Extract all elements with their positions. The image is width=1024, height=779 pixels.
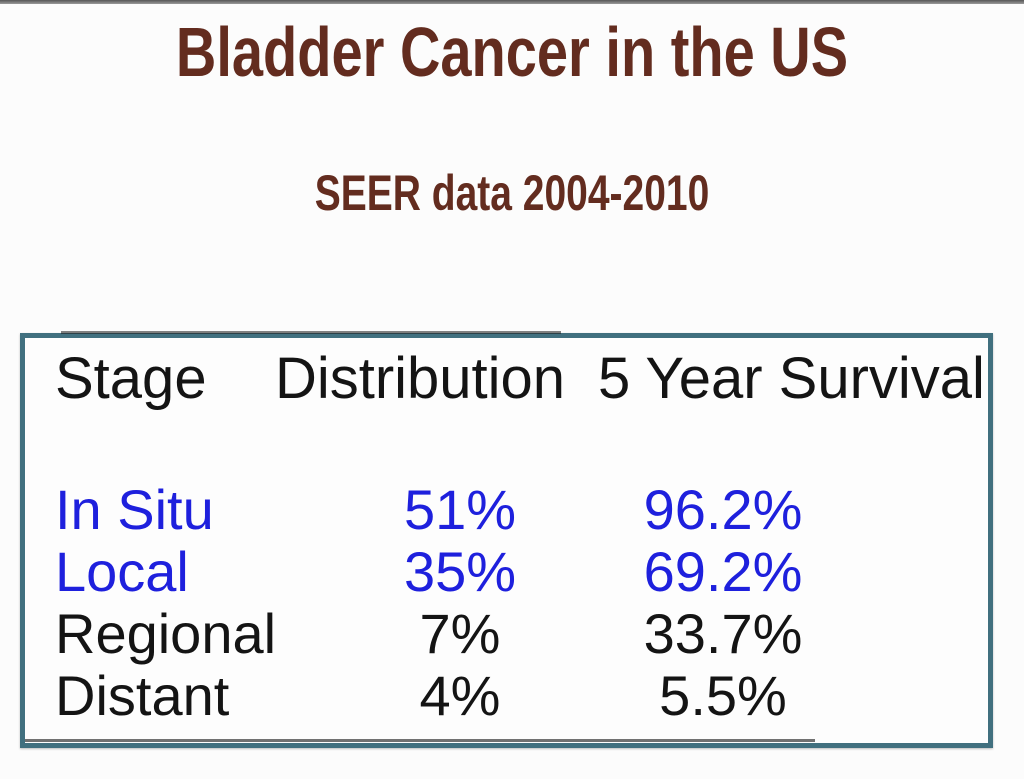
survival-cell: 96.2% xyxy=(643,478,803,541)
table-row-regional: Regional 7% 33.7% xyxy=(25,603,988,665)
stage-cell: Regional xyxy=(55,602,277,665)
table-body: In Situ 51% 96.2% Local 35% 69.2% Region… xyxy=(25,479,988,727)
slide-subtitle: SEER data 2004-2010 xyxy=(314,165,710,221)
column-header-distribution: Distribution xyxy=(274,346,566,411)
distribution-cell: 35% xyxy=(403,540,517,603)
column-header-5-year-survival: 5 Year Survival xyxy=(598,346,985,411)
table-row-distant: Distant 4% 5.5% xyxy=(25,665,988,727)
table-top-artifact-line xyxy=(61,331,561,334)
distribution-cell: 4% xyxy=(419,664,501,727)
table-header-row: Stage Distribution 5 Year Survival xyxy=(25,348,988,410)
slide-title: Bladder Cancer in the US xyxy=(175,13,849,91)
table-row-local: Local 35% 69.2% xyxy=(25,541,988,603)
stage-cell: Local xyxy=(55,540,189,603)
distribution-cell: 7% xyxy=(419,602,501,665)
table-row-in-situ: In Situ 51% 96.2% xyxy=(25,479,988,541)
table-bottom-artifact-line xyxy=(25,739,815,742)
survival-cell: 69.2% xyxy=(643,540,803,603)
stage-cell: In Situ xyxy=(55,478,214,541)
survival-cell: 5.5% xyxy=(659,664,787,727)
stage-data-table: Stage Distribution 5 Year Survival In Si… xyxy=(20,331,993,748)
distribution-cell: 51% xyxy=(403,478,517,541)
survival-cell: 33.7% xyxy=(643,602,803,665)
stage-cell: Distant xyxy=(55,664,230,727)
top-border-bar xyxy=(0,0,1024,4)
column-header-stage: Stage xyxy=(55,346,207,411)
